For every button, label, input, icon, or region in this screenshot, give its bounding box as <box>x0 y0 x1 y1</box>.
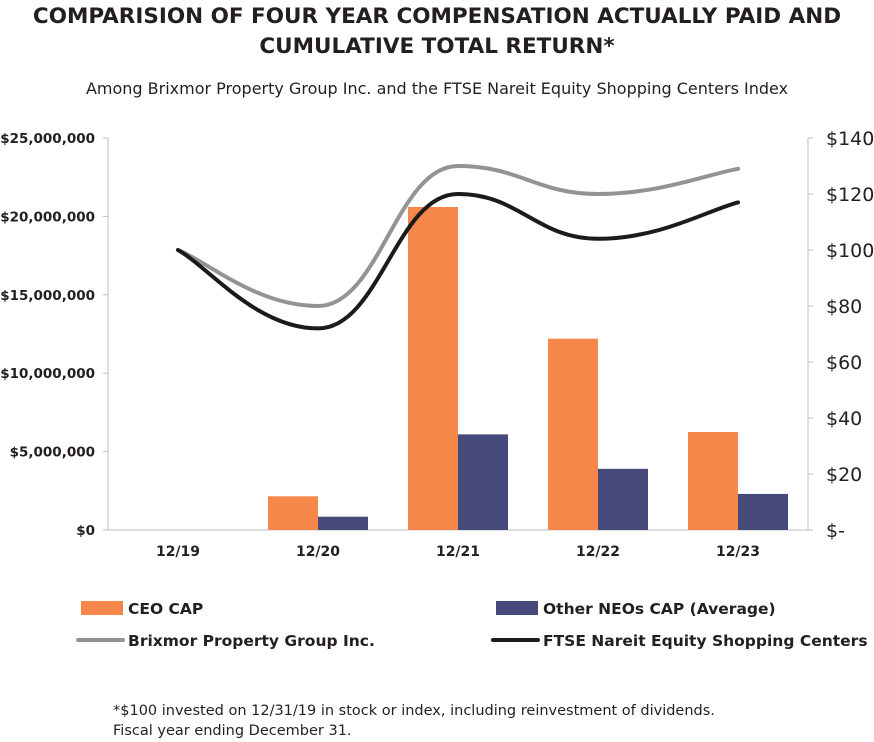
x-axis-tick-label: 12/20 <box>296 544 340 560</box>
legend-item: Brixmor Property Group Inc. <box>76 632 375 650</box>
left-axis-tick-label: $10,000,000 <box>0 366 95 382</box>
x-axis-tick-label: 12/22 <box>576 544 620 560</box>
left-axis-tick-label: $5,000,000 <box>10 445 95 461</box>
left-axis-tick-label: $0 <box>76 523 95 539</box>
left-axis-tick-label: $15,000,000 <box>0 288 95 304</box>
chart-title: COMPARISION OF FOUR YEAR COMPENSATION AC… <box>0 2 874 62</box>
right-axis-tick-label: $- <box>826 520 845 542</box>
combo-chart: $0 $5,000,000 $10,000,000 $15,000,000 $20,00… <box>0 128 874 650</box>
footnote-line-2: Fiscal year ending December 31. <box>113 723 352 739</box>
ftse-nareit-line <box>176 191 740 331</box>
legend-label: FTSE Nareit Equity Shopping Centers <box>543 632 868 650</box>
left-axis-tick-label: $25,000,000 <box>0 131 95 147</box>
chart-subtitle: Among Brixmor Property Group Inc. and th… <box>85 79 789 98</box>
legend-swatch <box>81 601 123 615</box>
ceo-cap-bar <box>408 206 458 530</box>
right-axis-tick-label: $140 <box>826 128 874 150</box>
right-axis-tick-label: $80 <box>826 296 862 318</box>
legend: CEO CAP Other NEOs CAP (Average) Brixmor P… <box>76 600 868 650</box>
other-neos-cap-bar <box>318 516 368 530</box>
legend-label: Brixmor Property Group Inc. <box>128 632 375 650</box>
other-neos-cap-bar <box>598 468 648 530</box>
ceo-cap-bar <box>548 338 598 530</box>
ceo-cap-bar <box>688 432 738 530</box>
right-axis-tick-label: $40 <box>826 408 862 430</box>
legend-item: FTSE Nareit Equity Shopping Centers <box>491 632 868 650</box>
right-axis-tick-label: $120 <box>826 184 874 206</box>
legend-swatch <box>496 601 538 615</box>
brixmor-line <box>176 163 740 309</box>
x-axis-tick-label: 12/19 <box>156 544 200 560</box>
footnote-line-1: *$100 invested on 12/31/19 in stock or i… <box>113 703 715 719</box>
ceo-cap-bar <box>268 496 318 530</box>
right-axis-tick-label: $100 <box>826 240 874 262</box>
x-axis-tick-label: 12/23 <box>716 544 760 560</box>
right-axis-tick-label: $20 <box>826 464 862 486</box>
legend-label: Other NEOs CAP (Average) <box>543 600 776 618</box>
legend-item: Other NEOs CAP (Average) <box>496 600 776 618</box>
legend-item: CEO CAP <box>81 600 203 618</box>
bar-series-layer <box>268 206 788 530</box>
chart-title-line-1: COMPARISION OF FOUR YEAR COMPENSATION AC… <box>32 4 842 29</box>
line-series-layer <box>176 163 740 331</box>
other-neos-cap-bar <box>458 434 508 530</box>
chart-title-line-2: CUMULATIVE TOTAL RETURN* <box>259 34 615 59</box>
footnote: *$100 invested on 12/31/19 in stock or i… <box>113 701 715 741</box>
right-axis-tick-label: $60 <box>826 352 862 374</box>
left-axis-tick-label: $20,000,000 <box>0 209 95 225</box>
legend-label: CEO CAP <box>128 600 203 618</box>
x-axis-tick-label: 12/21 <box>436 544 480 560</box>
other-neos-cap-bar <box>738 493 788 530</box>
tick-labels: $0 $5,000,000 $10,000,000 $15,000,000 $20,00… <box>0 128 874 560</box>
